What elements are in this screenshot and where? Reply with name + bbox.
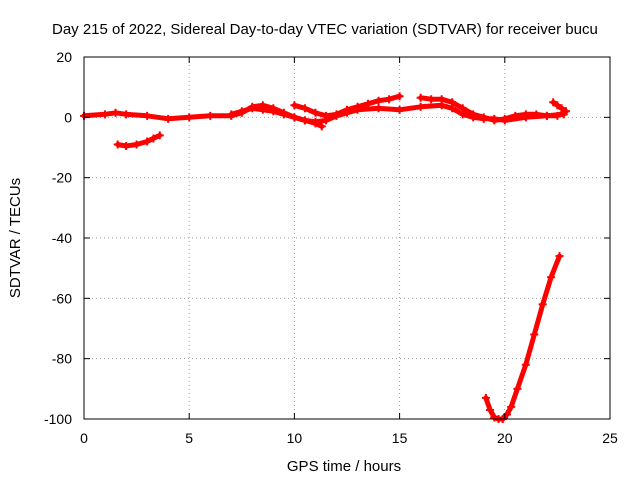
data-point — [111, 108, 120, 117]
data-point — [227, 110, 236, 119]
y-tick-label: 20 — [56, 49, 72, 65]
data-point — [521, 360, 530, 369]
data-point — [311, 108, 320, 117]
series-line-arc-dip — [483, 253, 562, 422]
data-point — [538, 300, 547, 309]
data-point — [486, 405, 495, 414]
data-point — [332, 110, 341, 119]
data-point — [481, 393, 490, 402]
data-point — [427, 95, 436, 104]
y-axis-label: SDTVAR / TECUs — [7, 178, 24, 298]
series-line-arc-end-hook — [550, 99, 569, 114]
data-point — [395, 92, 404, 101]
data-point — [561, 107, 570, 116]
data-point — [300, 104, 309, 113]
data-point — [258, 105, 267, 114]
x-tick-label: 10 — [287, 430, 303, 446]
data-point — [237, 107, 246, 116]
data-point — [279, 110, 288, 119]
data-point — [532, 110, 541, 119]
tick-layer: 0 5 10 15 20 25 -100 -80 -60 -40 -20 0 20 — [44, 49, 618, 446]
x-tick-label: 25 — [602, 430, 618, 446]
data-point — [385, 95, 394, 104]
x-tick-label: 15 — [392, 430, 408, 446]
data-point — [374, 96, 383, 105]
data-point — [555, 252, 564, 261]
data-point — [300, 116, 309, 125]
data-point — [317, 122, 326, 131]
y-tick-label: -60 — [52, 290, 72, 306]
data-point — [500, 114, 509, 123]
data-point — [490, 116, 499, 125]
data-point — [553, 101, 562, 110]
data-point — [513, 384, 522, 393]
data-point — [490, 413, 499, 422]
data-point — [479, 113, 488, 122]
y-tick-label: -80 — [52, 351, 72, 367]
data-point — [290, 113, 299, 122]
data-point — [395, 105, 404, 114]
data-point — [143, 137, 152, 146]
data-point — [248, 104, 257, 113]
data-point — [113, 140, 122, 149]
data-point — [185, 113, 194, 122]
data-point — [269, 107, 278, 116]
data-point — [149, 134, 158, 143]
data-point — [511, 111, 520, 120]
data-point — [437, 95, 446, 104]
y-tick-label: 0 — [64, 109, 72, 125]
data-point — [206, 111, 215, 120]
data-point — [469, 110, 478, 119]
x-tick-label: 5 — [185, 430, 193, 446]
data-point — [122, 141, 131, 150]
x-tick-label: 20 — [497, 430, 513, 446]
data-point — [416, 93, 425, 102]
data-point — [547, 273, 556, 282]
data-point — [530, 330, 539, 339]
data-point — [321, 111, 330, 120]
data-point — [502, 410, 511, 419]
data-point — [132, 140, 141, 149]
y-tick-label: -100 — [44, 411, 72, 427]
y-tick-label: -40 — [52, 230, 72, 246]
data-point — [448, 98, 457, 107]
data-point — [374, 104, 383, 113]
data-point — [542, 111, 551, 120]
data-point — [521, 110, 530, 119]
data-point — [122, 110, 131, 119]
data-point — [549, 98, 558, 107]
chart-title: Day 215 of 2022, Sidereal Day-to-day VTE… — [52, 21, 598, 38]
data-point — [155, 131, 164, 140]
data-point — [343, 105, 351, 114]
data-point — [101, 110, 110, 119]
data-point — [458, 104, 467, 113]
y-tick-label: -20 — [52, 170, 72, 186]
x-tick-label: 0 — [80, 430, 88, 446]
data-point — [553, 111, 562, 120]
data-layer — [80, 92, 570, 423]
data-point — [557, 104, 566, 113]
data-point — [364, 99, 373, 108]
data-point — [143, 111, 152, 120]
data-point — [164, 114, 173, 123]
data-point — [311, 117, 320, 126]
data-point — [416, 102, 425, 111]
x-axis-label: GPS time / hours — [287, 458, 401, 475]
data-point — [353, 102, 362, 111]
data-point — [290, 101, 299, 110]
data-point — [507, 402, 516, 411]
